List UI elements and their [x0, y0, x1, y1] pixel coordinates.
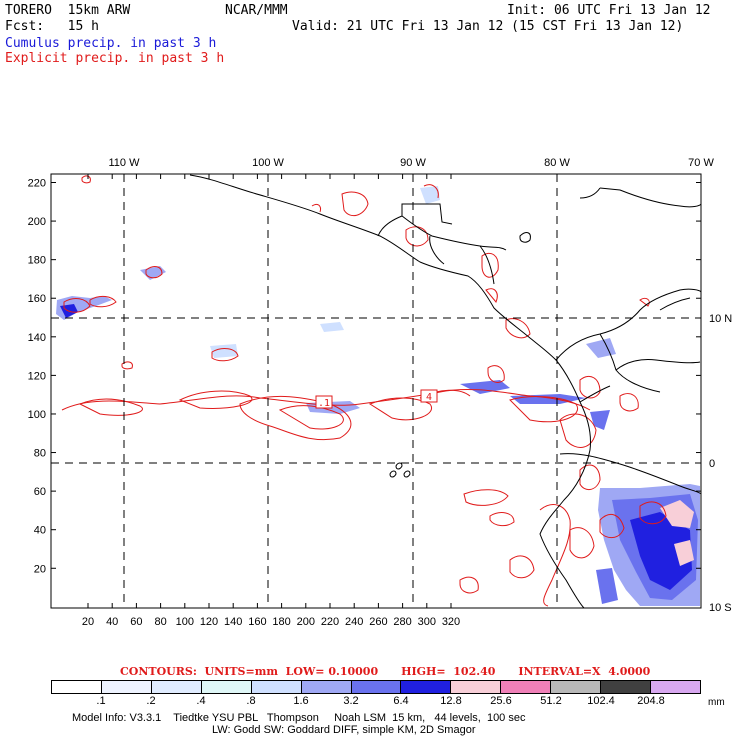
model-title: TORERO 15km ARW: [5, 3, 131, 18]
lon-label: 70 W: [688, 157, 714, 169]
legend-color-box: [201, 681, 252, 693]
init-time: Init: 06 UTC Fri 13 Jan 12: [507, 3, 711, 18]
legend-label: .2: [146, 695, 156, 707]
model-info-line1: Model Info: V3.3.1 Tiedtke YSU PBL Thomp…: [72, 712, 526, 724]
y-grid-label: 180: [28, 255, 46, 267]
explicit-precip-contours: [61, 175, 667, 607]
x-grid-label: 20: [82, 616, 94, 628]
x-grid-label: 120: [200, 616, 218, 628]
lon-label: 110 W: [109, 157, 141, 169]
x-grid-label: 260: [369, 616, 387, 628]
x-grid-label: 320: [442, 616, 460, 628]
x-grid-label: 140: [224, 616, 242, 628]
x-grid-label: 60: [130, 616, 142, 628]
y-grid-label: 100: [28, 409, 46, 421]
contour-label: 4: [426, 392, 432, 403]
legend-label: 6.4: [393, 695, 409, 707]
cumulus-legend-line: Cumulus precip. in past 3 h: [5, 36, 217, 51]
legend-label: 25.6: [490, 695, 512, 707]
legend-color-box: [651, 681, 700, 693]
legend-label: .1: [96, 695, 106, 707]
lon-label: 100 W: [252, 157, 284, 169]
precip-color-legend: [51, 680, 701, 694]
y-grid-label: 20: [34, 563, 46, 575]
map-frame: [50, 173, 702, 609]
legend-color-box: [501, 681, 552, 693]
explicit-legend-line: Explicit precip. in past 3 h: [5, 51, 225, 66]
legend-label: .4: [196, 695, 206, 707]
legend-unit: mm: [708, 697, 725, 708]
valid-time: Valid: 21 UTC Fri 13 Jan 12 (15 CST Fri …: [292, 19, 684, 34]
x-grid-label: 300: [418, 616, 436, 628]
legend-label: 3.2: [343, 695, 359, 707]
contour-label: .1: [318, 398, 330, 409]
x-grid-label: 80: [154, 616, 166, 628]
forecast-hour: Fcst: 15 h: [5, 19, 99, 34]
legend-label: 51.2: [540, 695, 562, 707]
legend-color-box: [101, 681, 152, 693]
x-grid-label: 100: [176, 616, 194, 628]
legend-labels: .1 .2 .4 .8 1.6 3.2 6.4 12.8 25.6 51.2 102.4 204.8: [51, 695, 701, 709]
legend-color-box: [601, 681, 652, 693]
x-grid-label: 160: [248, 616, 266, 628]
y-grid-label: 60: [34, 486, 46, 498]
legend-color-box: [451, 681, 502, 693]
y-grid-label: 220: [28, 178, 46, 190]
lat-label: 10 S: [709, 602, 732, 614]
legend-label: 204.8: [637, 695, 665, 707]
lon-label: 80 W: [544, 157, 570, 169]
center-label: NCAR/MMM: [225, 3, 288, 18]
y-grid-label: 80: [34, 448, 46, 460]
legend-color-box: [401, 681, 452, 693]
legend-color-box: [151, 681, 202, 693]
x-grid-label: 40: [106, 616, 118, 628]
y-grid-label: 40: [34, 525, 46, 537]
lat-label: 10 N: [709, 313, 732, 325]
x-grid-label: 240: [345, 616, 363, 628]
y-grid-label: 160: [28, 293, 46, 305]
legend-color-box: [551, 681, 602, 693]
legend-label: .8: [246, 695, 256, 707]
lat-label: 0: [709, 458, 715, 470]
legend-label: 12.8: [440, 695, 462, 707]
legend-label: 1.6: [293, 695, 309, 707]
x-grid-label: 180: [272, 616, 290, 628]
y-grid-label: 200: [28, 216, 46, 228]
contour-value-markers: .1 4: [315, 389, 438, 409]
coastlines: [189, 174, 702, 609]
x-grid-label: 200: [297, 616, 315, 628]
legend-color-box: [251, 681, 302, 693]
x-grid-label: 280: [393, 616, 411, 628]
latlon-grid: [51, 174, 701, 608]
legend-color-box: [301, 681, 352, 693]
lon-label: 90 W: [400, 157, 426, 169]
cumulus-precip-areas: [56, 186, 700, 606]
model-info-line2: LW: Godd SW: Goddard DIFF, simple KM, 2D…: [212, 724, 476, 736]
legend-color-box: [351, 681, 402, 693]
x-grid-label: 220: [321, 616, 339, 628]
y-grid-label: 120: [28, 370, 46, 382]
legend-color-box: [52, 681, 102, 693]
contours-info: CONTOURS: UNITS=mm LOW= 0.10000 HIGH= 10…: [120, 665, 651, 678]
y-grid-label: 140: [28, 332, 46, 344]
legend-label: 102.4: [587, 695, 615, 707]
